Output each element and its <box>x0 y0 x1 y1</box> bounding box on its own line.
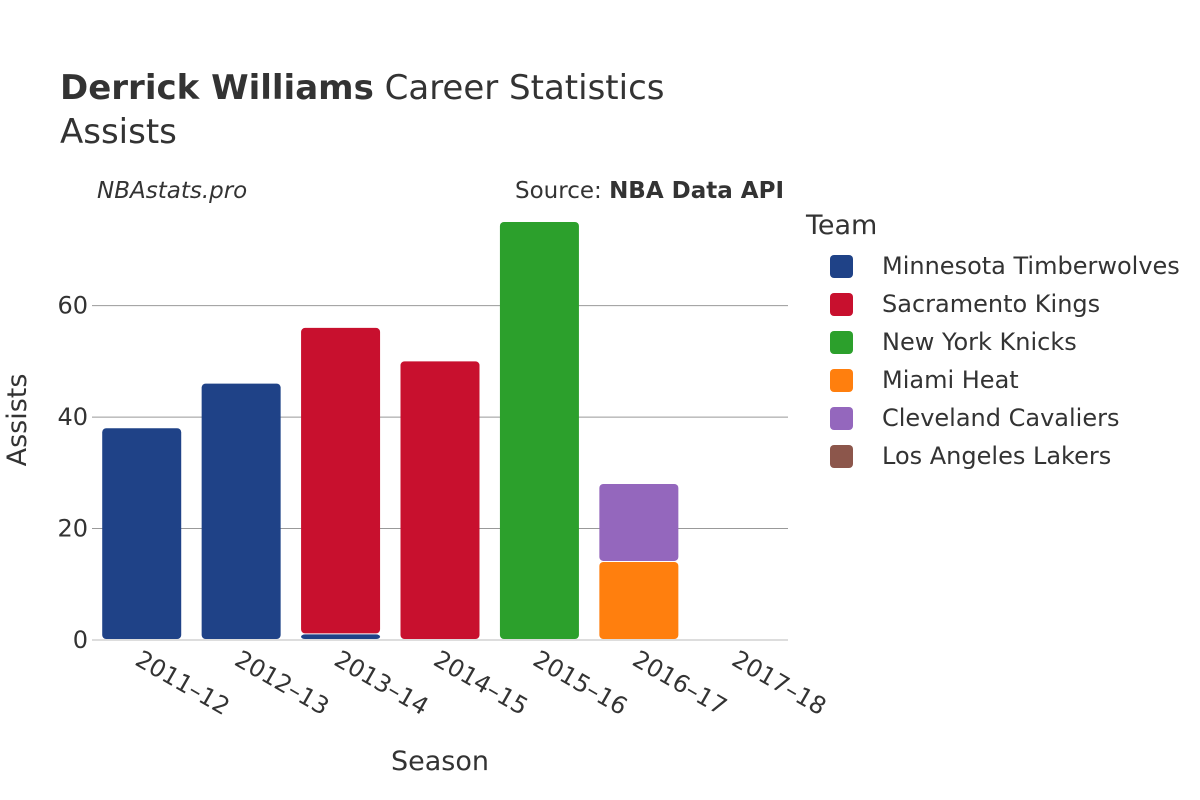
y-tick-label: 20 <box>57 515 88 543</box>
legend-label: Minnesota Timberwolves <box>882 252 1180 280</box>
y-tick-label: 40 <box>57 403 88 431</box>
legend-swatch <box>830 330 853 354</box>
legend-label: Miami Heat <box>882 366 1019 394</box>
legend-swatch <box>830 254 853 278</box>
legend-label: Los Angeles Lakers <box>882 442 1112 470</box>
legend-item[interactable]: New York Knicks <box>830 327 1077 357</box>
title-player-name: Derrick Williams <box>60 68 374 108</box>
legend-title: Team <box>806 210 878 241</box>
legend-item[interactable]: Minnesota Timberwolves <box>830 251 1180 281</box>
x-tick-label: 2011–12 <box>131 645 235 721</box>
legend-item[interactable]: Miami Heat <box>830 365 1019 395</box>
source-prefix: Source: <box>515 178 610 204</box>
bar-miami-heat <box>599 561 679 639</box>
legend-label: New York Knicks <box>882 328 1077 356</box>
y-tick-label: 60 <box>57 292 88 320</box>
chart-subtitle: Assists <box>60 112 177 152</box>
bar-new-york-knicks <box>499 222 579 639</box>
legend-item[interactable]: Los Angeles Lakers <box>830 441 1111 471</box>
legend-swatch <box>830 292 853 316</box>
site-credit: NBAstats.pro <box>97 178 248 204</box>
x-tick-label: 2012–13 <box>230 645 334 721</box>
y-tick-label: 0 <box>73 626 88 654</box>
legend-item[interactable]: Sacramento Kings <box>830 289 1100 319</box>
legend-label: Cleveland Cavaliers <box>882 404 1120 432</box>
bar-cleveland-cavaliers <box>599 483 679 561</box>
source-credit: Source: NBA Data API <box>515 178 784 204</box>
bar-minnesota-timberwolves <box>102 428 182 639</box>
bar-sacramento-kings <box>301 327 381 634</box>
x-tick-label: 2014–15 <box>429 645 533 721</box>
y-axis-title: Assists <box>2 374 33 467</box>
x-tick-label: 2015–16 <box>528 645 632 721</box>
x-tick-label: 2013–14 <box>330 645 434 721</box>
x-axis-title: Season <box>391 746 489 777</box>
legend-item[interactable]: Cleveland Cavaliers <box>830 403 1119 433</box>
title-rest: Career Statistics <box>373 68 665 108</box>
x-tick-label: 2017–18 <box>727 645 831 721</box>
bar-minnesota-timberwolves <box>301 634 381 639</box>
legend-label: Sacramento Kings <box>882 290 1101 318</box>
bar-minnesota-timberwolves <box>201 383 281 639</box>
legend-swatch <box>830 368 853 392</box>
bar-sacramento-kings <box>400 361 480 639</box>
chart-title: Derrick Williams Career Statistics <box>60 68 664 108</box>
source-name: NBA Data API <box>609 178 784 204</box>
x-tick-label: 2016–17 <box>628 645 732 721</box>
legend-swatch <box>830 406 853 430</box>
legend-swatch <box>830 444 853 468</box>
